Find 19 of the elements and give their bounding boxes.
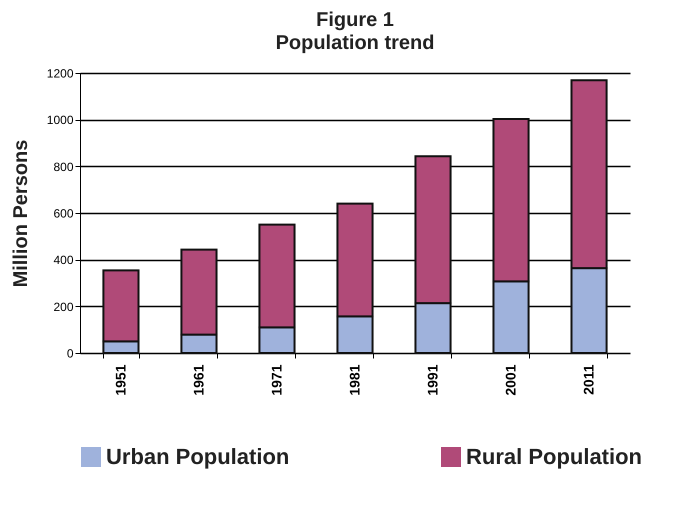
x-tick-label: 1991	[424, 364, 441, 396]
x-tick-label: 1981	[346, 364, 362, 396]
x-tick-label: 2011	[580, 364, 597, 395]
x-tick-label: 1971	[268, 364, 284, 396]
y-tick-label: 1200	[46, 66, 74, 80]
y-axis-title: Million Persons	[10, 140, 32, 288]
y-tick-label: 0	[66, 346, 74, 360]
chart-subtitle: Population trend	[276, 32, 434, 54]
y-tick-label: 400	[53, 253, 74, 268]
legend-label: Rural Population	[466, 444, 642, 469]
x-tick-label: 2001	[502, 364, 519, 396]
chart-title: Figure 1	[316, 9, 394, 31]
legend-label: Urban Population	[106, 444, 290, 469]
x-tick-label: 1961	[190, 364, 206, 396]
y-tick-label: 600	[53, 206, 74, 220]
y-tick-label: 800	[53, 160, 74, 174]
x-tick-label: 1951	[112, 364, 128, 396]
y-tick-label: 200	[53, 300, 74, 314]
y-tick-label: 1000	[46, 113, 74, 128]
